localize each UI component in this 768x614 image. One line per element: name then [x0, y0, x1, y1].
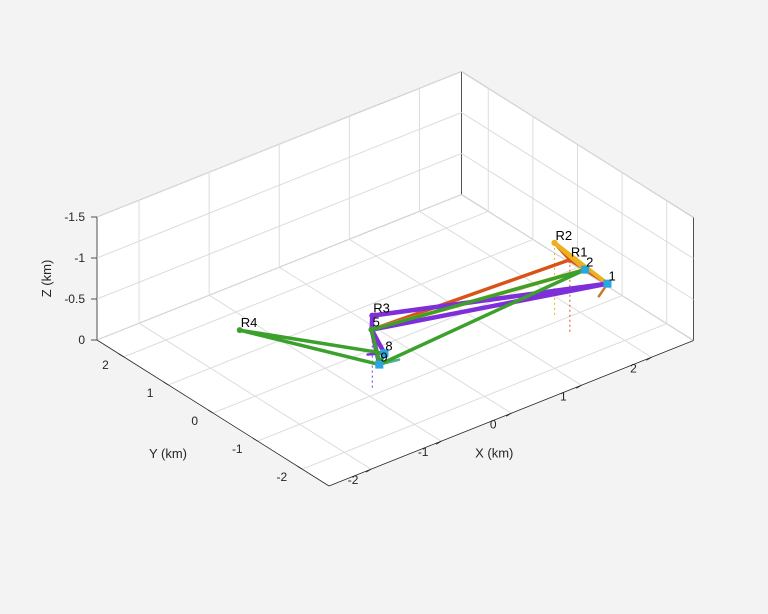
node-label: 9	[380, 350, 387, 365]
x-tick-label: 0	[490, 417, 497, 431]
node-label: 1	[608, 269, 615, 284]
y-tick-label: 2	[102, 358, 109, 372]
station-marker	[603, 279, 612, 288]
grid-line	[461, 112, 694, 259]
series-point	[236, 327, 243, 334]
axes-front-edges	[91, 216, 694, 487]
x-axis-label: X (km)	[475, 445, 513, 460]
y-tick-label: 0	[191, 414, 198, 428]
y-axis-label: Y (km)	[149, 446, 187, 461]
series-point	[369, 312, 376, 319]
grid-line	[461, 194, 694, 341]
x-tick-mark	[506, 412, 512, 417]
node-label: 5	[373, 315, 380, 330]
grid-line	[257, 295, 623, 442]
z-tick-label: -1.5	[64, 210, 85, 224]
series-point	[551, 239, 558, 246]
station-marker	[375, 360, 384, 369]
x-tick-mark	[435, 440, 442, 445]
station-marker	[380, 349, 389, 358]
y-tick-label: -1	[232, 442, 243, 456]
z-tick-label: -1	[74, 251, 85, 265]
x-tick-mark	[576, 384, 582, 389]
y-tick-mark	[252, 437, 258, 442]
z-axis-label: Z (km)	[39, 260, 54, 298]
x-tick-mark	[365, 468, 372, 473]
grid-line	[96, 153, 462, 300]
z-tick-label: 0	[78, 333, 85, 347]
grid-line	[461, 71, 694, 218]
y-tick-mark	[297, 465, 303, 470]
x-tick-label: 1	[560, 389, 567, 403]
x-tick-label: -1	[418, 445, 429, 459]
x-tick-label: -2	[348, 473, 359, 487]
node-label: R2	[556, 228, 573, 243]
y-tick-mark	[163, 381, 169, 386]
x-tick-label: 2	[630, 361, 637, 375]
grid-line	[123, 210, 489, 358]
node-label: R3	[373, 301, 390, 316]
grid-line	[168, 238, 534, 386]
node-label: R1	[571, 245, 588, 260]
x-tick-mark	[646, 356, 652, 361]
node-label: R4	[241, 315, 258, 330]
grid-lines	[96, 71, 694, 470]
station-markers	[375, 265, 612, 369]
z-tick-label: -0.5	[64, 292, 85, 306]
station-marker	[581, 265, 590, 274]
y-tick-mark	[118, 353, 124, 358]
y-tick-label: 1	[147, 386, 154, 400]
node-label: 8	[385, 338, 392, 353]
grid-line	[212, 267, 578, 414]
y-tick-label: -2	[277, 470, 288, 484]
grid-line	[96, 112, 462, 259]
grid-line	[302, 323, 667, 470]
node-label: 2	[586, 255, 593, 270]
y-tick-mark	[207, 409, 214, 414]
grid-line	[461, 153, 694, 300]
grid-line	[96, 71, 462, 218]
grid-line	[96, 194, 462, 341]
series-point	[368, 326, 375, 333]
